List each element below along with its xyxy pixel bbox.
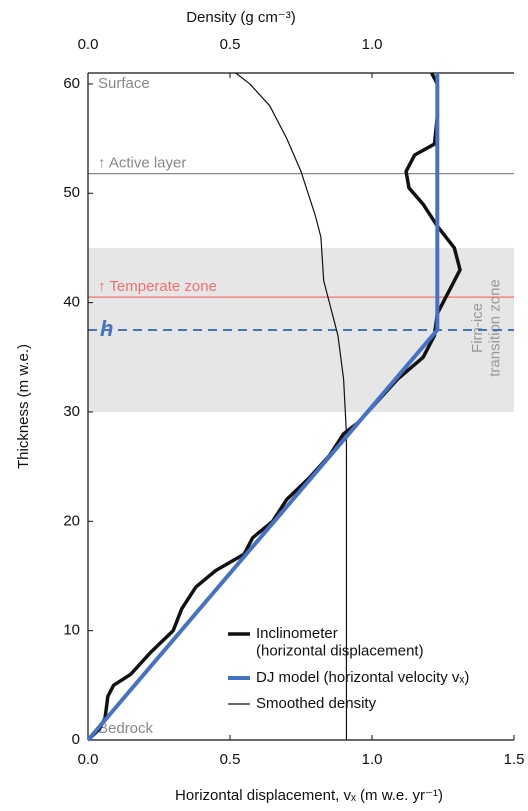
series-line xyxy=(86,72,462,742)
x-tick-label: 0.5 xyxy=(220,751,241,768)
annotation: Surface xyxy=(98,75,150,92)
legend-label: Smoothed density xyxy=(256,695,377,712)
x2-axis-label: Density (g cm⁻³) xyxy=(186,9,296,26)
x2-tick-label: 0.5 xyxy=(220,36,241,53)
series-line xyxy=(235,72,348,740)
y-tick-label: 30 xyxy=(63,403,80,420)
x-tick-label: 1.5 xyxy=(504,751,525,768)
y-tick-label: 20 xyxy=(63,512,80,529)
reference-label: ↑ Temperate zone xyxy=(98,278,217,295)
band-label: Firn-icetransition zone xyxy=(469,279,503,377)
series-line xyxy=(86,73,440,742)
y-tick-label: 50 xyxy=(63,184,80,201)
y-axis-label: Thickness (m w.e.) xyxy=(15,344,32,469)
annotation: Bedrock xyxy=(98,720,154,737)
x-axis-label: Horizontal displacement, vₓ (m w.e. yr⁻¹… xyxy=(175,787,443,804)
y-tick-label: 10 xyxy=(63,622,80,639)
y-tick-label: 0 xyxy=(72,731,80,748)
reference-label: h xyxy=(100,316,113,341)
legend-label: Inclinometer (horizontal displacement) xyxy=(256,625,424,659)
x-tick-label: 1.0 xyxy=(362,751,383,768)
reference-label: ↑ Active layer xyxy=(98,155,186,172)
y-tick-label: 40 xyxy=(63,294,80,311)
x2-tick-label: 1.0 xyxy=(362,36,383,53)
x-tick-label: 0.0 xyxy=(78,751,99,768)
y-tick-label: 60 xyxy=(63,75,80,92)
x2-tick-label: 0.0 xyxy=(78,36,99,53)
legend-label: DJ model (horizontal velocity vₓ) xyxy=(256,669,469,686)
